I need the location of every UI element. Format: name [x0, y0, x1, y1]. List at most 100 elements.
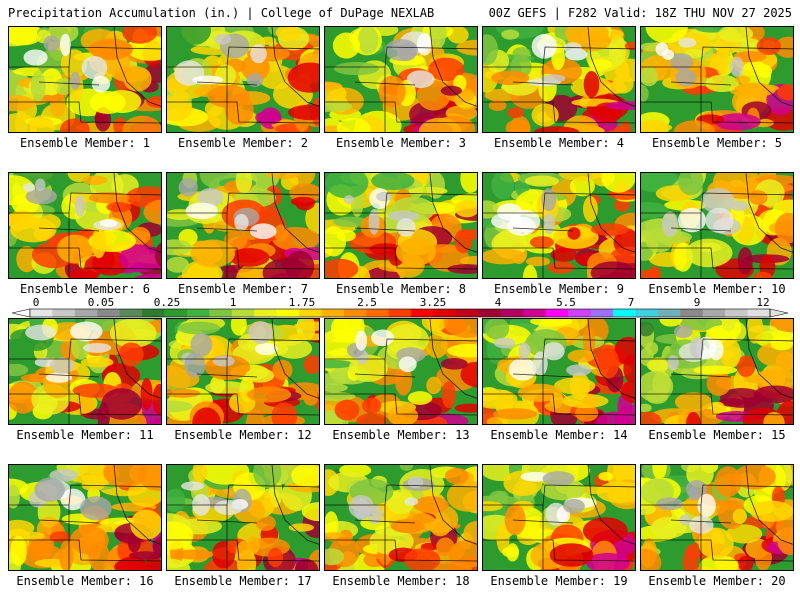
- ensemble-member-label: Ensemble Member: 4: [493, 136, 625, 150]
- ensemble-member-map: [166, 318, 320, 425]
- ensemble-member-label: Ensemble Member: 12: [174, 428, 312, 442]
- colorbar-swatch: [254, 309, 278, 317]
- precipitation-field: [325, 27, 477, 132]
- ensemble-member-label: Ensemble Member: 1: [19, 136, 151, 150]
- ensemble-member-map: [324, 26, 478, 133]
- precipitation-colorbar: 0 0.05 0.25 1 1.75 2.5 3.25 4 5.5 7 9 12: [0, 296, 800, 320]
- ensemble-member-label: Ensemble Member: 17: [174, 574, 312, 588]
- ensemble-member-label: Ensemble Member: 14: [490, 428, 628, 442]
- colorbar-tick-label: 1.75: [288, 296, 316, 309]
- colorbar-swatch: [590, 309, 614, 317]
- colorbar-swatch: [680, 309, 704, 317]
- ensemble-member-label: Ensemble Member: 16: [16, 574, 154, 588]
- ensemble-member-map: [8, 318, 162, 425]
- colorbar-swatch: [545, 309, 569, 317]
- colorbar-swatch: [568, 309, 592, 317]
- precipitation-field: [9, 319, 161, 424]
- colorbar-tick-label: 0.25: [153, 296, 181, 309]
- colorbar-swatch: [725, 309, 749, 317]
- precipitation-field: [483, 465, 635, 570]
- precipitation-field: [641, 27, 793, 132]
- ensemble-member-label: Ensemble Member: 15: [648, 428, 786, 442]
- precipitation-field: [167, 173, 319, 278]
- model-run-info: 00Z GEFS | F282 Valid: 18Z THU NOV 27 20…: [488, 6, 792, 20]
- colorbar-tick-label: 9: [693, 296, 701, 309]
- ensemble-member-map: [482, 172, 636, 279]
- precipitation-field: [325, 465, 477, 570]
- ensemble-member-map: [640, 464, 794, 571]
- colorbar-swatch: [657, 309, 681, 317]
- ensemble-member-label: Ensemble Member: 5: [651, 136, 783, 150]
- ensemble-member-label: Ensemble Member: 6: [19, 282, 151, 296]
- colorbar-swatch: [52, 309, 76, 317]
- precipitation-field: [167, 27, 319, 132]
- colorbar-tick-label: 0: [32, 296, 40, 309]
- colorbar-swatch: [231, 309, 255, 317]
- colorbar-swatch: [97, 309, 121, 317]
- ensemble-member-map: [324, 172, 478, 279]
- ensemble-member-map: [482, 318, 636, 425]
- ensemble-member-map: [482, 464, 636, 571]
- precipitation-field: [167, 465, 319, 570]
- ensemble-member-map: [166, 26, 320, 133]
- ensemble-member-map: [8, 26, 162, 133]
- ensemble-member-map: [8, 464, 162, 571]
- precipitation-field: [641, 173, 793, 278]
- colorbar-tick-label: 12: [756, 296, 770, 309]
- precipitation-field: [483, 173, 635, 278]
- ensemble-member-map: [324, 464, 478, 571]
- colorbar-tick-label: 1: [229, 296, 237, 309]
- colorbar-tick-label: 7: [627, 296, 635, 309]
- precipitation-field: [641, 319, 793, 424]
- ensemble-member-map: [482, 26, 636, 133]
- map-title: Precipitation Accumulation (in.) | Colle…: [8, 6, 435, 20]
- colorbar-swatch: [321, 309, 345, 317]
- ensemble-member-map: [8, 172, 162, 279]
- colorbar-swatch: [702, 309, 726, 317]
- ensemble-member-label: Ensemble Member: 18: [332, 574, 470, 588]
- ensemble-member-label: Ensemble Member: 2: [177, 136, 309, 150]
- colorbar-swatch: [635, 309, 659, 317]
- ensemble-member-label: Ensemble Member: 10: [648, 282, 786, 296]
- colorbar-swatch: [343, 309, 367, 317]
- colorbar-scale: [11, 308, 789, 318]
- precipitation-field: [9, 465, 161, 570]
- colorbar-swatch: [299, 309, 323, 317]
- precipitation-field: [483, 319, 635, 424]
- precipitation-field: [9, 173, 161, 278]
- ensemble-member-label: Ensemble Member: 11: [16, 428, 154, 442]
- colorbar-swatch: [478, 309, 502, 317]
- colorbar-swatch: [142, 309, 166, 317]
- colorbar-tick-label: 5.5: [556, 296, 576, 309]
- colorbar-max-arrow: [769, 308, 789, 318]
- colorbar-tick-label: 2.5: [357, 296, 377, 309]
- ensemble-member-map: [640, 172, 794, 279]
- ensemble-member-label: Ensemble Member: 3: [335, 136, 467, 150]
- colorbar-swatch: [388, 309, 412, 317]
- precipitation-field: [641, 465, 793, 570]
- precipitation-field: [325, 173, 477, 278]
- colorbar-swatch: [164, 309, 188, 317]
- precipitation-field: [325, 319, 477, 424]
- colorbar-swatch: [74, 309, 98, 317]
- colorbar-swatch: [747, 309, 771, 317]
- colorbar-tick-label: 0.05: [87, 296, 115, 309]
- colorbar-swatch: [456, 309, 479, 317]
- ensemble-member-map: [640, 318, 794, 425]
- colorbar-swatch: [411, 309, 435, 317]
- colorbar-swatch: [119, 309, 143, 317]
- colorbar-min-arrow: [11, 308, 31, 318]
- colorbar-swatch: [276, 309, 300, 317]
- ensemble-member-label: Ensemble Member: 7: [177, 282, 309, 296]
- ensemble-member-label: Ensemble Member: 20: [648, 574, 786, 588]
- precipitation-field: [9, 27, 161, 132]
- colorbar-tick-label: 3.25: [419, 296, 447, 309]
- ensemble-member-label: Ensemble Member: 19: [490, 574, 628, 588]
- ensemble-member-label: Ensemble Member: 9: [493, 282, 625, 296]
- ensemble-member-map: [166, 172, 320, 279]
- colorbar-swatch: [186, 309, 210, 317]
- precipitation-field: [483, 27, 635, 132]
- colorbar-swatch: [433, 309, 457, 317]
- ensemble-member-label: Ensemble Member: 13: [332, 428, 470, 442]
- colorbar-swatch: [209, 309, 233, 317]
